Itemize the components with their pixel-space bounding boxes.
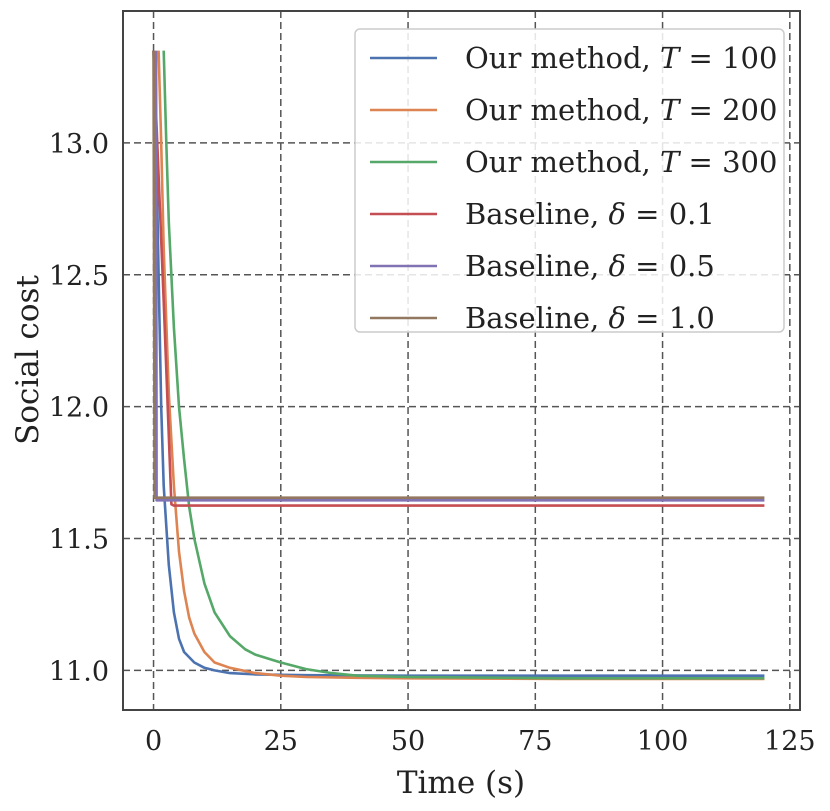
y-tick-label: 12.0 bbox=[49, 393, 109, 424]
y-tick-label: 11.0 bbox=[49, 656, 109, 687]
y-tick-label: 11.5 bbox=[49, 525, 109, 556]
legend-label: Our method, T = 300 bbox=[465, 145, 777, 179]
x-tick-label: 25 bbox=[264, 726, 298, 757]
legend-label: Our method, T = 100 bbox=[465, 41, 777, 75]
legend-entry: Our method, T = 300 bbox=[370, 145, 777, 179]
y-tick-label: 12.5 bbox=[49, 261, 109, 292]
legend-label: Baseline, δ = 1.0 bbox=[465, 301, 715, 335]
x-tick-label: 100 bbox=[637, 726, 689, 757]
legend: Our method, T = 100 Our method, T = 200 Ou… bbox=[354, 28, 785, 335]
y-tick-label: 13.0 bbox=[49, 129, 109, 160]
x-tick-label: 50 bbox=[391, 726, 425, 757]
series-line-6 bbox=[152, 50, 765, 500]
legend-label: Our method, T = 200 bbox=[465, 93, 777, 127]
y-axis-title: Social cost bbox=[10, 275, 46, 445]
series-line-2 bbox=[157, 50, 765, 681]
series-line-4 bbox=[152, 50, 765, 507]
plot-frame bbox=[122, 10, 801, 711]
x-tick-label: 125 bbox=[764, 726, 816, 757]
series-line-1 bbox=[152, 50, 765, 678]
series-line-3 bbox=[162, 50, 765, 680]
legend-label: Baseline, δ = 0.1 bbox=[465, 197, 715, 231]
legend-entry: Baseline, δ = 0.1 bbox=[370, 197, 715, 231]
series-line-5 bbox=[154, 50, 765, 502]
x-tick-label: 0 bbox=[145, 726, 162, 757]
series-lines bbox=[152, 50, 765, 681]
legend-entry: Baseline, δ = 1.0 bbox=[370, 301, 715, 335]
legend-entry: Our method, T = 100 bbox=[370, 41, 777, 75]
legend-label: Baseline, δ = 0.5 bbox=[465, 249, 715, 283]
legend-box bbox=[354, 28, 785, 333]
legend-entry: Baseline, δ = 0.5 bbox=[370, 249, 715, 283]
y-axis-ticks: 11.0 11.5 12.0 12.5 13.0 bbox=[49, 129, 109, 688]
legend-entry: Our method, T = 200 bbox=[370, 93, 777, 127]
x-axis-ticks: 0 25 50 75 100 125 bbox=[145, 726, 816, 757]
x-axis-title: Time (s) bbox=[397, 765, 525, 801]
x-tick-label: 75 bbox=[518, 726, 552, 757]
